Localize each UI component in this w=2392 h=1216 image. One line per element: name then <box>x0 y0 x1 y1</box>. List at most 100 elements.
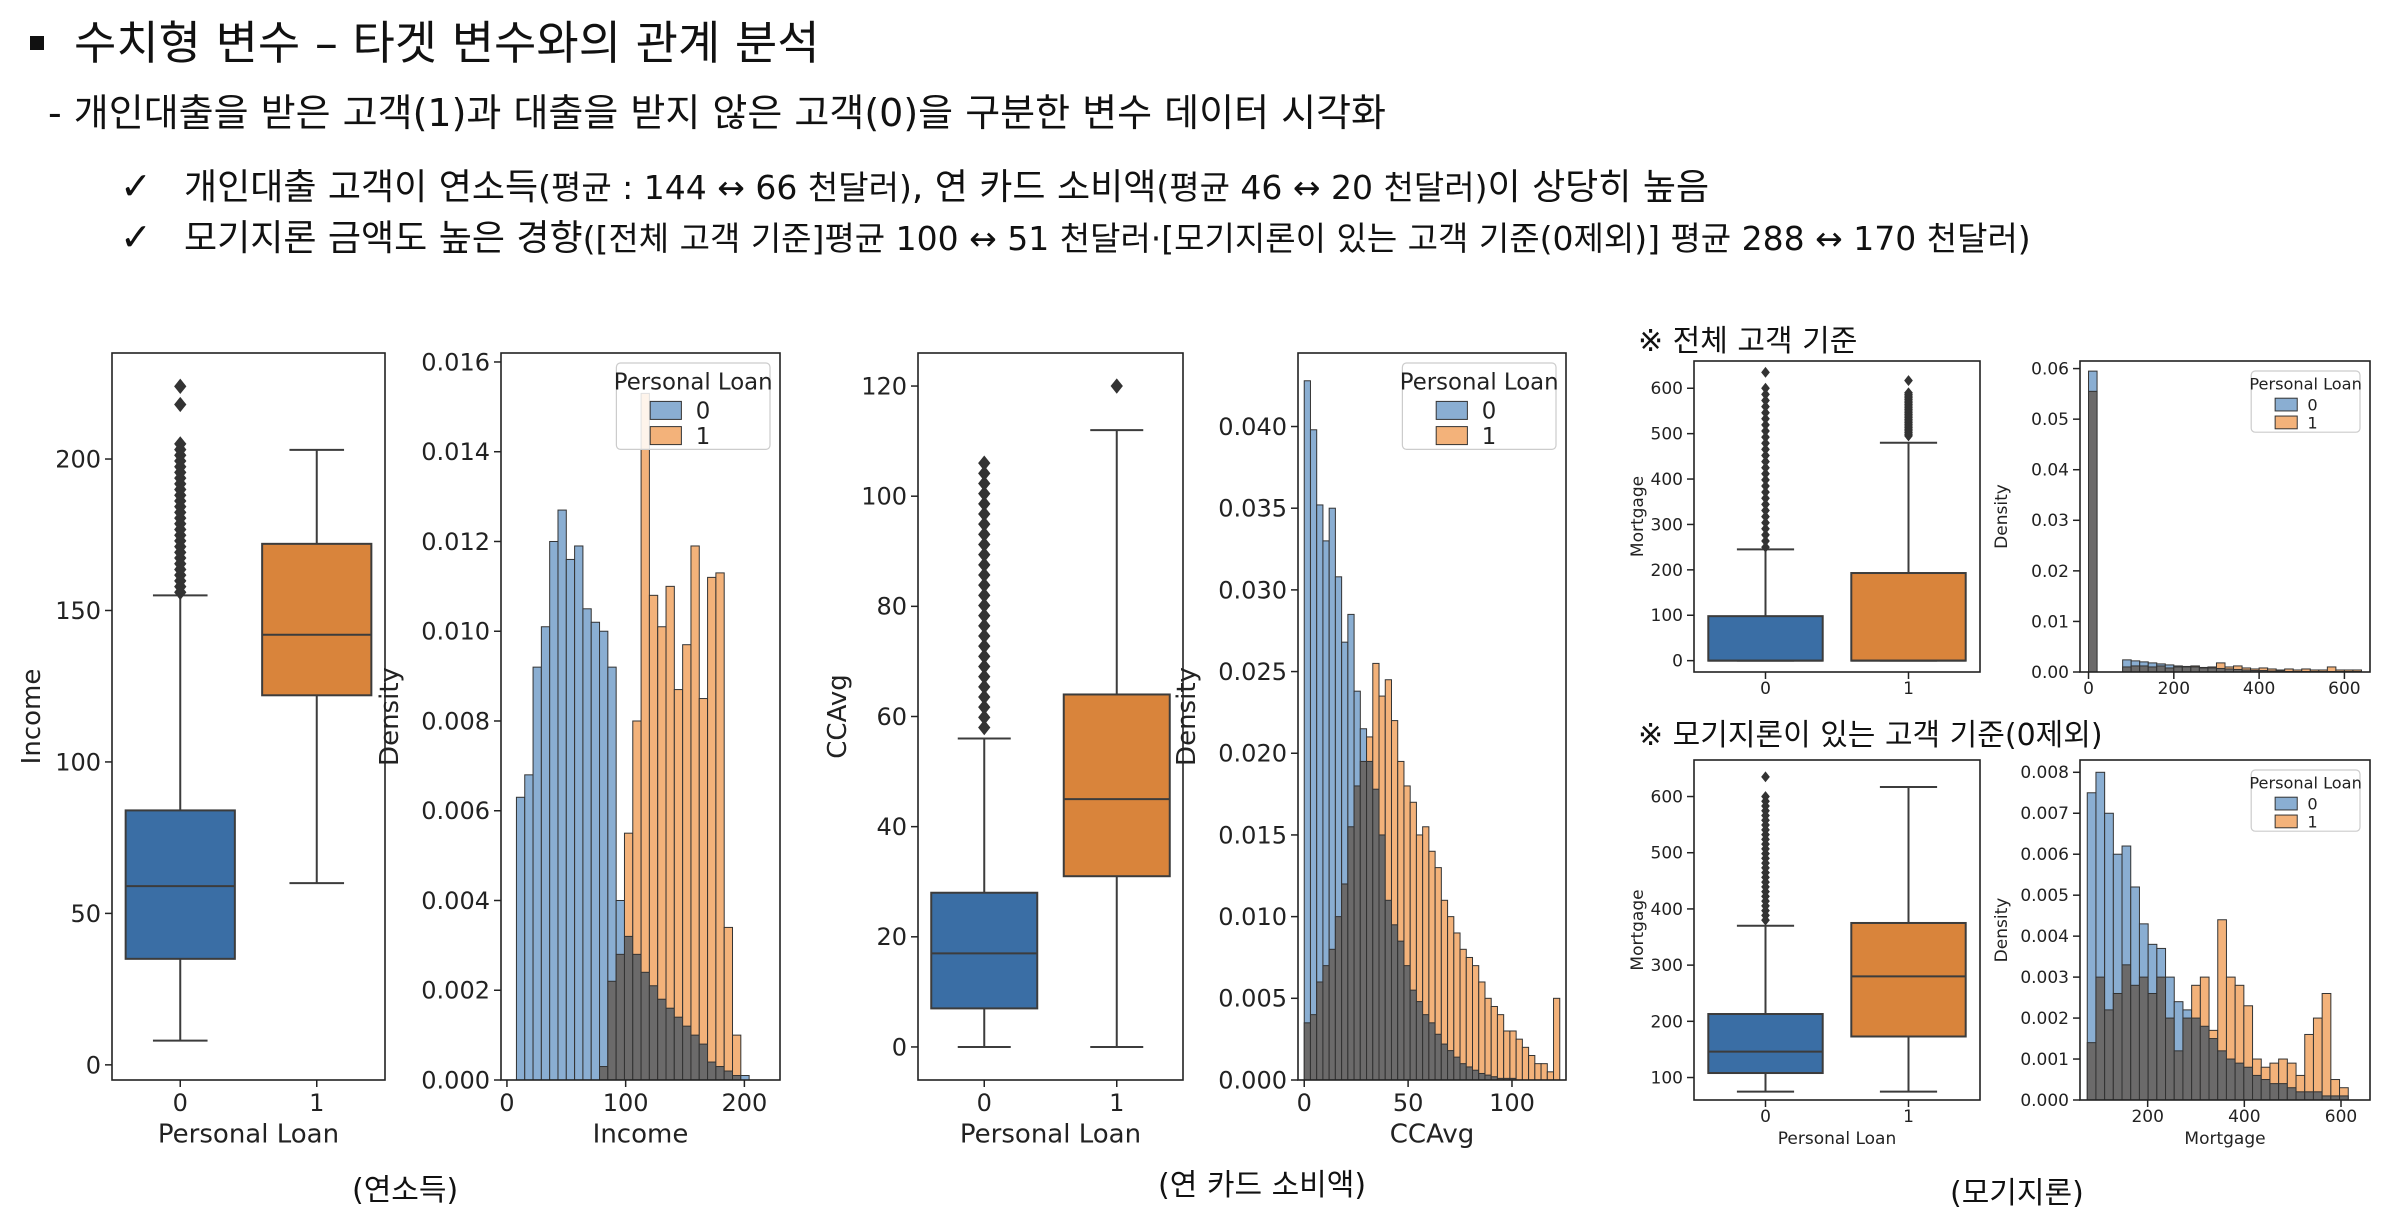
bar-series-1 <box>1553 997 1561 1081</box>
outlier-marker <box>1761 450 1770 461</box>
y-tick-label: 40 <box>876 813 907 841</box>
mortgage-nonzero-box-chart: 100 200 300 400 500 600 Mortgage Personal Loan 0… <box>1628 759 1981 1149</box>
outlier-marker <box>978 475 991 492</box>
bar-overlap <box>640 971 650 1081</box>
outlier-marker <box>978 506 991 522</box>
bar-overlap <box>2156 976 2167 1101</box>
bar-overlap <box>2286 1087 2297 1101</box>
outlier-marker <box>978 638 991 654</box>
iqr-box <box>1850 921 1967 1038</box>
legend-title: Personal Loan <box>614 369 773 395</box>
legend-swatch <box>649 400 682 420</box>
checkpoint-1-detail-ccavg: (평균 46 ↔ 20 천달러) <box>1156 168 1488 207</box>
x-tick-label: 0 <box>1760 679 1771 699</box>
y-tick-label: 0 <box>1672 652 1683 672</box>
bar-series-1 <box>1472 965 1480 1081</box>
outlier-marker <box>1761 535 1770 547</box>
note-nonzero-customers: ※ 모기지론이 있는 고객 기준(0제외) <box>1638 718 2103 753</box>
outlier-marker <box>978 719 991 736</box>
bar-overlap <box>1359 760 1368 1081</box>
bar-overlap <box>1303 1022 1311 1081</box>
y-tick-label: 0.005 <box>2020 886 2069 906</box>
bar-overlap <box>2138 976 2149 1101</box>
bar-series-1 <box>1459 948 1467 1081</box>
bar-overlap <box>2165 1017 2175 1101</box>
outlier-marker <box>978 536 991 553</box>
bar-overlap <box>1328 948 1336 1081</box>
bar-overlap <box>682 1025 692 1081</box>
legend-label: 0 <box>2307 794 2317 813</box>
y-tick-label: 0.012 <box>421 528 490 556</box>
outlier-marker <box>978 526 991 543</box>
y-tick-label: 0.002 <box>421 977 490 1005</box>
outlier-marker <box>978 628 991 644</box>
y-tick-label: 60 <box>876 703 907 731</box>
y-axis-label: Income <box>17 669 47 765</box>
outlier-marker <box>174 436 187 452</box>
bar-series-1 <box>1490 1005 1498 1081</box>
bar-series-0 <box>524 774 534 1081</box>
bar-overlap <box>2130 665 2141 673</box>
ccavg-hist-chart: 0.000 0.005 0.010 0.015 0.020 0.025 0.030 0.035… <box>1172 352 1567 1149</box>
bar-overlap <box>1478 1072 1486 1081</box>
outlier-marker <box>1761 401 1770 413</box>
outlier-marker <box>1761 523 1770 535</box>
x-tick-label: 400 <box>2228 1107 2260 1127</box>
bar-overlap <box>2304 1091 2314 1101</box>
y-tick-label: 0.002 <box>2020 1009 2069 1029</box>
y-tick-label: 300 <box>1651 956 1683 976</box>
y-tick-label: 80 <box>876 593 907 621</box>
bar-overlap <box>2095 976 2106 1101</box>
x-tick-label: 200 <box>721 1089 767 1117</box>
y-tick-label: 100 <box>1651 606 1683 626</box>
plot-frame <box>1693 759 1981 1101</box>
x-tick-label: 0 <box>499 1089 514 1117</box>
y-tick-label: 0.003 <box>2020 968 2069 988</box>
y-tick-label: 50 <box>70 900 101 928</box>
mortgage-nonzero-hist-chart: 0.000 0.001 0.002 0.003 0.004 0.005 0.006 0.007… <box>1992 759 2371 1149</box>
legend-label: 1 <box>2307 413 2317 432</box>
y-tick-label: 100 <box>55 748 101 776</box>
plot-frame <box>1693 360 1981 673</box>
outlier-marker <box>1761 425 1770 437</box>
x-tick-label: 0 <box>2083 679 2094 699</box>
bar-series-1 <box>1509 1030 1517 1081</box>
y-tick-label: 0.007 <box>2020 804 2069 824</box>
y-axis-label: Mortgage <box>1628 476 1648 557</box>
outlier-marker <box>978 689 991 705</box>
outlier-marker <box>978 485 991 502</box>
x-tick-label: 1 <box>309 1089 324 1117</box>
x-tick-label: 1 <box>1903 679 1914 699</box>
bar-series-0 <box>540 626 551 1081</box>
x-tick-label: 200 <box>2131 1107 2163 1127</box>
iqr-box <box>261 542 373 697</box>
bar-series-1 <box>1515 1038 1523 1081</box>
y-tick-label: 400 <box>1651 470 1683 490</box>
bar-overlap <box>2217 1050 2227 1101</box>
y-tick-label: 500 <box>1651 844 1683 864</box>
y-tick-label: 100 <box>861 483 907 511</box>
bar-overlap <box>1403 965 1411 1081</box>
checkpoint-1-detail-income: (평균 : 144 ↔ 66 천달러) <box>538 168 912 207</box>
outlier-marker <box>1761 486 1770 498</box>
bar-overlap <box>1428 1022 1436 1081</box>
bar-series-1 <box>715 572 725 1081</box>
y-axis-label: Density <box>1172 667 1202 766</box>
y-tick-label: 0.005 <box>1218 985 1287 1013</box>
bar-overlap <box>1378 834 1386 1081</box>
y-tick-label: 120 <box>861 372 907 400</box>
y-tick-label: 0.008 <box>2020 763 2069 783</box>
bar-overlap <box>2260 1079 2271 1101</box>
outlier-marker <box>1761 468 1770 480</box>
outlier-marker <box>978 597 991 614</box>
outlier-marker <box>1110 378 1123 394</box>
x-axis-label: Personal Loan <box>1778 1129 1896 1149</box>
y-tick-label: 0.000 <box>1218 1066 1287 1094</box>
y-tick-label: 500 <box>1651 425 1683 445</box>
bar-series-1 <box>707 576 717 1081</box>
